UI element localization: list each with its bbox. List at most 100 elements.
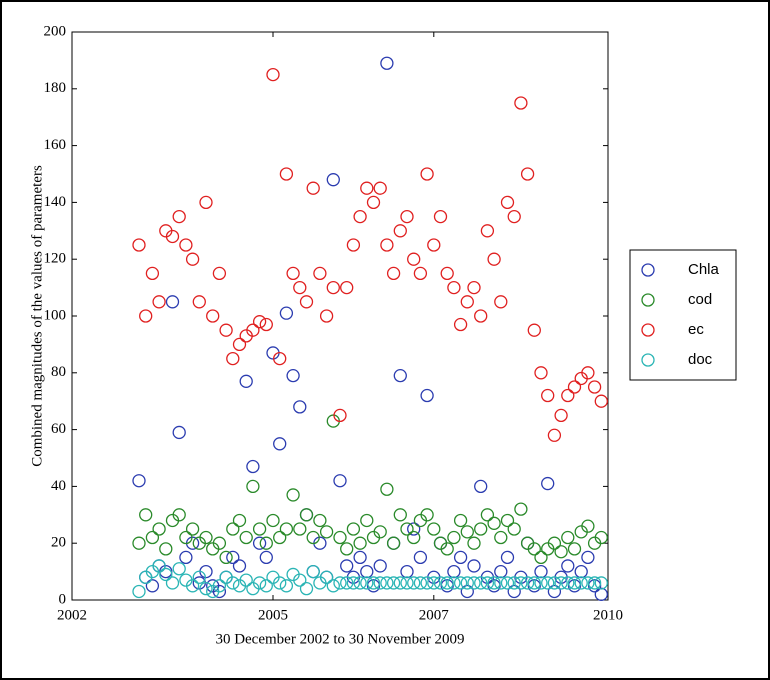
marker [500,550,515,565]
marker [373,576,387,590]
marker [199,581,213,596]
plot-area [71,31,609,601]
marker [286,266,300,281]
marker [313,513,327,528]
marker [474,309,488,323]
marker [246,479,260,494]
marker [507,522,521,536]
marker [480,224,495,238]
marker [152,295,166,309]
marker [286,488,300,502]
marker [547,584,562,599]
marker [319,309,334,323]
marker [239,530,253,545]
marker [360,181,374,195]
marker [333,530,347,545]
marker [212,579,227,593]
marker [199,530,213,545]
marker [427,522,441,536]
marker [554,576,568,590]
marker [567,576,582,590]
x-axis-label: 30 December 2002 to 30 November 2009 [215,631,464,647]
marker [507,576,521,590]
marker [561,576,575,590]
marker [527,323,541,337]
marker [494,295,508,309]
y-tick-label: 100 [44,307,67,323]
marker [293,280,307,295]
marker [420,167,434,181]
marker [179,550,193,565]
marker [293,573,307,587]
marker [159,542,173,556]
marker [252,536,267,550]
marker [299,295,314,309]
marker [293,522,307,536]
marker [279,579,294,593]
marker [587,380,602,394]
marker [467,576,481,590]
marker [514,576,528,590]
marker [440,576,454,590]
marker [561,530,575,545]
marker [179,238,193,252]
marker [474,479,488,494]
marker [226,576,240,590]
y-tick-label: 20 [51,535,66,551]
marker [386,536,401,550]
marker [145,266,160,281]
marker [500,195,515,210]
marker [386,576,401,590]
marker [393,224,407,238]
marker [413,550,428,565]
marker [420,576,434,590]
marker [232,337,247,352]
marker [252,522,267,536]
marker [474,522,488,536]
marker [547,576,562,590]
marker [400,576,414,590]
marker [273,530,287,545]
legend-marker [641,263,655,277]
marker [226,522,240,536]
marker [440,542,454,556]
y-tick-label: 80 [51,364,66,380]
marker [259,536,273,550]
marker [527,542,541,556]
marker [219,550,233,565]
y-tick-label: 60 [51,421,66,437]
marker [427,576,441,590]
marker [132,238,146,252]
marker [326,280,340,295]
y-tick-label: 120 [44,251,67,267]
marker [514,502,528,516]
marker [326,579,340,593]
marker [447,280,461,295]
marker [226,351,240,366]
y-tick-label: 40 [51,478,66,494]
marker [420,388,434,403]
marker [172,425,186,440]
marker [346,238,361,252]
y-tick-label: 0 [59,591,67,607]
x-tick-label: 2005 [258,607,288,623]
marker [541,576,555,590]
marker [360,576,374,590]
marker [453,576,468,590]
marker [366,576,381,590]
marker [340,576,354,590]
marker [192,295,206,309]
marker [534,576,548,590]
marker [206,309,220,323]
marker [353,536,367,550]
marker [487,576,501,590]
marker [179,530,193,545]
marker [165,229,180,244]
marker [313,266,327,281]
marker [460,576,474,590]
marker [420,508,434,522]
marker [594,576,608,590]
marker [433,209,448,224]
marker [252,315,267,329]
y-tick-label: 140 [44,194,67,210]
